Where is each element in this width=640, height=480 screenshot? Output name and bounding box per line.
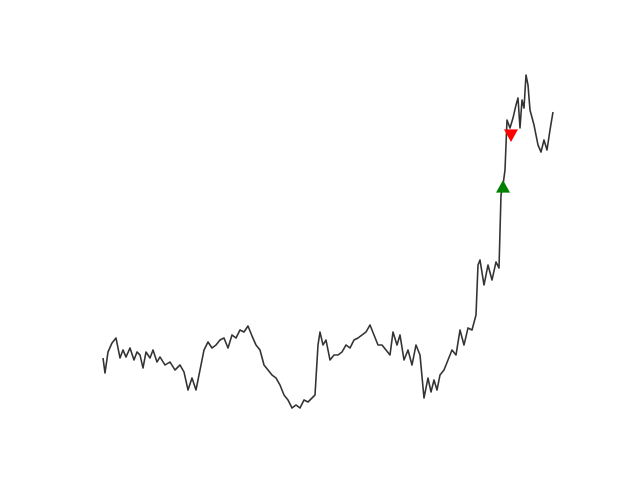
price-line <box>102 74 554 409</box>
buy-marker <box>496 180 510 193</box>
sell-marker <box>504 129 518 142</box>
